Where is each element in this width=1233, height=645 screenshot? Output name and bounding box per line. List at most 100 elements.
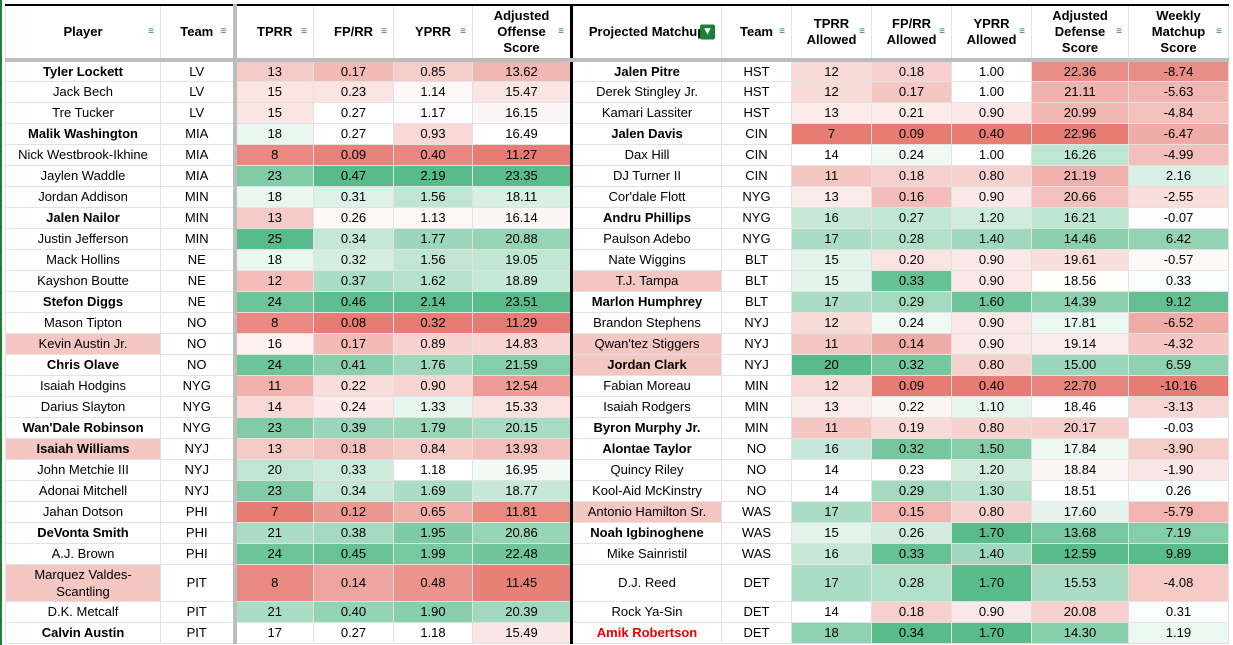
cell-fprr-allowed[interactable]: 0.09 [871, 374, 952, 397]
cell-fprr[interactable]: 0.32 [313, 248, 394, 271]
cell-tprr[interactable]: 13 [232, 206, 314, 229]
cell-weekly-matchup-score[interactable]: -3.90 [1128, 437, 1229, 460]
cell-defense-team[interactable]: NYJ [721, 311, 792, 334]
header-adjusted-defense-score[interactable]: Adjusted Defense Score ≡ [1031, 4, 1129, 61]
cell-tprr[interactable]: 8 [232, 143, 314, 166]
cell-player[interactable]: Wan'Dale Robinson [5, 416, 161, 439]
cell-team[interactable]: LV [160, 58, 235, 82]
cell-weekly-matchup-score[interactable]: -8.74 [1128, 58, 1229, 82]
cell-weekly-matchup-score[interactable]: -0.03 [1128, 416, 1229, 439]
cell-yprr[interactable]: 0.85 [393, 58, 473, 82]
cell-yprr[interactable]: 1.17 [393, 101, 473, 124]
cell-projected-matchup[interactable]: Rock Ya-Sin [570, 600, 722, 623]
cell-fprr[interactable]: 0.12 [313, 500, 394, 523]
cell-player[interactable]: Kayshon Boutte [5, 269, 161, 292]
cell-team[interactable]: NO [160, 353, 235, 376]
filter-icon[interactable]: ≡ [301, 26, 307, 37]
header-yprr-allowed[interactable]: YPRR Allowed ≡ [951, 4, 1032, 61]
cell-team[interactable]: MIN [160, 206, 235, 229]
cell-team[interactable]: MIN [160, 185, 235, 208]
cell-yprr-allowed[interactable]: 1.10 [951, 395, 1032, 418]
cell-adjusted-offense-score[interactable]: 22.48 [472, 542, 572, 565]
cell-projected-matchup[interactable]: Jordan Clark [570, 353, 722, 376]
cell-fprr[interactable]: 0.27 [313, 101, 394, 124]
cell-fprr[interactable]: 0.33 [313, 458, 394, 481]
cell-fprr-allowed[interactable]: 0.20 [871, 248, 952, 271]
cell-adjusted-defense-score[interactable]: 17.81 [1031, 311, 1129, 334]
cell-fprr[interactable]: 0.34 [313, 479, 394, 502]
cell-fprr-allowed[interactable]: 0.09 [871, 122, 952, 145]
cell-weekly-matchup-score[interactable]: 1.19 [1128, 621, 1229, 644]
cell-fprr-allowed[interactable]: 0.19 [871, 416, 952, 439]
cell-fprr[interactable]: 0.45 [313, 542, 394, 565]
cell-tprr-allowed[interactable]: 16 [791, 437, 872, 460]
cell-yprr-allowed[interactable]: 1.20 [951, 206, 1032, 229]
cell-projected-matchup[interactable]: Isaiah Rodgers [570, 395, 722, 418]
cell-tprr-allowed[interactable]: 15 [791, 521, 872, 544]
cell-tprr-allowed[interactable]: 17 [791, 500, 872, 523]
cell-adjusted-offense-score[interactable]: 15.33 [472, 395, 572, 418]
cell-yprr-allowed[interactable]: 0.90 [951, 248, 1032, 271]
cell-weekly-matchup-score[interactable]: -4.32 [1128, 332, 1229, 355]
cell-fprr-allowed[interactable]: 0.27 [871, 206, 952, 229]
cell-player[interactable]: Stefon Diggs [5, 290, 161, 313]
cell-adjusted-defense-score[interactable]: 22.70 [1031, 374, 1129, 397]
cell-projected-matchup[interactable]: Dax Hill [570, 143, 722, 166]
cell-weekly-matchup-score[interactable]: -10.16 [1128, 374, 1229, 397]
cell-yprr-allowed[interactable]: 0.90 [951, 185, 1032, 208]
cell-defense-team[interactable]: NO [721, 458, 792, 481]
cell-tprr-allowed[interactable]: 12 [791, 311, 872, 334]
cell-defense-team[interactable]: MIN [721, 416, 792, 439]
cell-yprr[interactable]: 1.79 [393, 416, 473, 439]
cell-adjusted-offense-score[interactable]: 19.05 [472, 248, 572, 271]
cell-tprr-allowed[interactable]: 7 [791, 122, 872, 145]
cell-yprr[interactable]: 1.33 [393, 395, 473, 418]
cell-player[interactable]: Adonai Mitchell [5, 479, 161, 502]
cell-adjusted-defense-score[interactable]: 18.51 [1031, 479, 1129, 502]
cell-fprr-allowed[interactable]: 0.22 [871, 395, 952, 418]
cell-tprr[interactable]: 16 [232, 332, 314, 355]
cell-yprr[interactable]: 2.19 [393, 164, 473, 187]
cell-adjusted-defense-score[interactable]: 16.26 [1031, 143, 1129, 166]
cell-tprr-allowed[interactable]: 15 [791, 269, 872, 292]
cell-adjusted-defense-score[interactable]: 15.53 [1031, 563, 1129, 602]
cell-yprr[interactable]: 2.14 [393, 290, 473, 313]
cell-adjusted-offense-score[interactable]: 20.86 [472, 521, 572, 544]
cell-adjusted-offense-score[interactable]: 11.81 [472, 500, 572, 523]
cell-projected-matchup[interactable]: Fabian Moreau [570, 374, 722, 397]
cell-team[interactable]: PHI [160, 521, 235, 544]
cell-projected-matchup[interactable]: T.J. Tampa [570, 269, 722, 292]
cell-tprr-allowed[interactable]: 17 [791, 563, 872, 602]
cell-adjusted-offense-score[interactable]: 23.51 [472, 290, 572, 313]
cell-weekly-matchup-score[interactable]: -4.08 [1128, 563, 1229, 602]
cell-team[interactable]: PIT [160, 621, 235, 644]
header-defense-team[interactable]: Team ≡ [721, 4, 792, 61]
cell-tprr-allowed[interactable]: 17 [791, 290, 872, 313]
cell-tprr-allowed[interactable]: 14 [791, 600, 872, 623]
cell-tprr-allowed[interactable]: 12 [791, 374, 872, 397]
cell-weekly-matchup-score[interactable]: -1.90 [1128, 458, 1229, 481]
cell-projected-matchup[interactable]: Paulson Adebo [570, 227, 722, 250]
cell-adjusted-offense-score[interactable]: 21.59 [472, 353, 572, 376]
cell-adjusted-offense-score[interactable]: 11.45 [472, 563, 572, 602]
cell-player[interactable]: Chris Olave [5, 353, 161, 376]
cell-adjusted-defense-score[interactable]: 21.19 [1031, 164, 1129, 187]
cell-projected-matchup[interactable]: Derek Stingley Jr. [570, 80, 722, 103]
cell-fprr[interactable]: 0.18 [313, 437, 394, 460]
header-weekly-matchup-score[interactable]: Weekly Matchup Score ≡ [1128, 4, 1229, 61]
cell-fprr-allowed[interactable]: 0.15 [871, 500, 952, 523]
cell-weekly-matchup-score[interactable]: 6.59 [1128, 353, 1229, 376]
cell-fprr[interactable]: 0.22 [313, 374, 394, 397]
cell-tprr-allowed[interactable]: 18 [791, 621, 872, 644]
cell-tprr[interactable]: 8 [232, 311, 314, 334]
cell-fprr-allowed[interactable]: 0.17 [871, 80, 952, 103]
cell-projected-matchup[interactable]: Nate Wiggins [570, 248, 722, 271]
cell-projected-matchup[interactable]: Jalen Davis [570, 122, 722, 145]
cell-tprr[interactable]: 20 [232, 458, 314, 481]
cell-projected-matchup[interactable]: D.J. Reed [570, 563, 722, 602]
cell-adjusted-offense-score[interactable]: 11.27 [472, 143, 572, 166]
cell-fprr[interactable]: 0.09 [313, 143, 394, 166]
cell-weekly-matchup-score[interactable]: -4.99 [1128, 143, 1229, 166]
cell-fprr-allowed[interactable]: 0.26 [871, 521, 952, 544]
cell-player[interactable]: Nick Westbrook-Ikhine [5, 143, 161, 166]
